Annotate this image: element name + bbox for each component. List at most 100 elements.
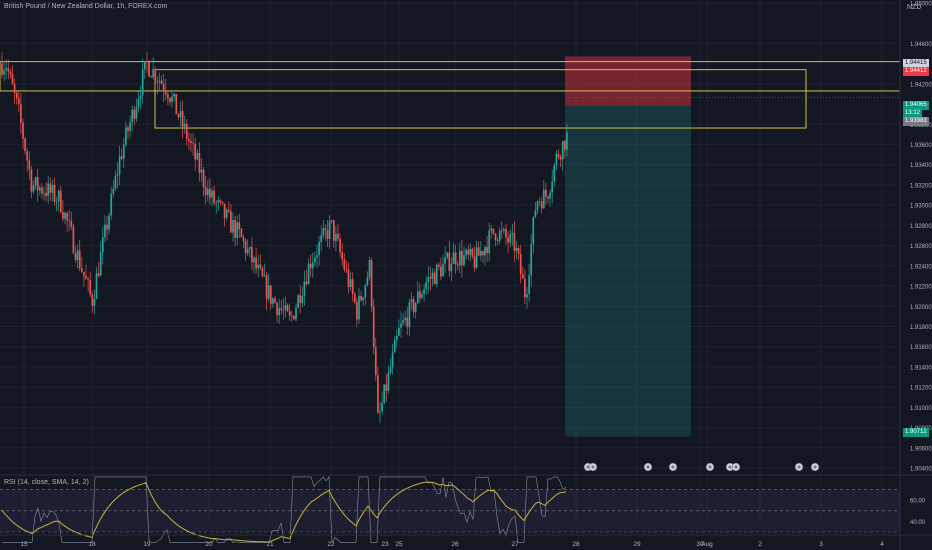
candle-body — [320, 235, 323, 243]
candle — [322, 219, 325, 239]
candle — [563, 139, 566, 159]
rsi-indicator-label[interactable]: RSI (14, close, SMA, 14, 2) — [4, 479, 89, 486]
candle-body — [5, 68, 8, 71]
candle — [492, 228, 495, 236]
candle-body — [299, 295, 302, 304]
candle-body — [45, 193, 47, 197]
candle — [148, 60, 150, 78]
candle — [158, 72, 161, 92]
candle-body — [7, 68, 10, 72]
candle-body — [347, 269, 350, 288]
candle — [488, 222, 491, 262]
candle — [36, 169, 39, 202]
candle-body — [469, 248, 472, 255]
candle — [416, 281, 419, 304]
candle — [509, 229, 512, 247]
candle-body — [183, 123, 186, 127]
candle-body — [385, 384, 388, 391]
candle — [257, 254, 260, 278]
candle — [156, 76, 159, 95]
candle-body — [34, 177, 37, 186]
y-tick-label: 1.91600 — [910, 345, 932, 351]
candle — [408, 298, 411, 337]
candle — [127, 125, 129, 140]
candle-body — [526, 293, 528, 298]
candle — [162, 74, 165, 102]
candle — [185, 118, 188, 146]
candle — [295, 303, 297, 322]
candle-body — [57, 190, 60, 202]
candle-body — [232, 219, 234, 233]
candle-body — [503, 229, 505, 231]
chart-title: British Pound / New Zealand Dollar, 1h, … — [4, 3, 168, 10]
candle-body — [251, 246, 253, 263]
candle — [471, 247, 474, 259]
candle — [83, 271, 85, 287]
candle — [398, 319, 400, 337]
candle-body — [150, 76, 152, 78]
candle — [494, 232, 497, 247]
candle — [34, 176, 37, 190]
candle-body — [335, 233, 337, 241]
event-flag-dot — [708, 465, 712, 469]
candle — [129, 115, 131, 138]
candle-body — [410, 299, 413, 303]
candle — [402, 313, 404, 326]
candle — [221, 201, 224, 206]
candle — [236, 215, 239, 246]
candle-body — [139, 95, 142, 100]
event-flag-icon — [705, 462, 715, 472]
candle — [150, 75, 152, 78]
candle — [335, 226, 337, 252]
candle-body — [164, 90, 167, 95]
candle-body — [551, 181, 554, 193]
candle — [383, 384, 386, 405]
candle — [28, 151, 31, 180]
candle — [274, 295, 276, 304]
candle — [55, 196, 58, 212]
candle — [341, 243, 344, 266]
candle-body — [559, 156, 562, 160]
candle-body — [47, 183, 50, 197]
candle-body — [118, 156, 121, 175]
candle-body — [515, 248, 518, 251]
candle — [160, 75, 163, 85]
candle-body — [362, 297, 365, 301]
candle — [169, 96, 171, 106]
candle-body — [200, 169, 203, 173]
candle — [251, 237, 253, 271]
candle-body — [377, 375, 379, 413]
candle — [284, 296, 287, 318]
x-tick-label: 18 — [88, 541, 96, 548]
candle — [47, 175, 50, 204]
candle-body — [272, 298, 274, 304]
candle — [328, 215, 331, 249]
candle-body — [311, 262, 314, 268]
candle — [379, 402, 381, 424]
candle-body — [129, 122, 131, 132]
rsi-tick-label: 40.00 — [910, 520, 926, 526]
x-tick-label: 2 — [758, 541, 762, 548]
candle-body — [521, 274, 524, 279]
price-tag-upper: 1.94415 — [903, 59, 929, 68]
y-tick-label: 1.92400 — [910, 264, 932, 270]
candle — [24, 136, 26, 155]
candle — [305, 269, 308, 287]
candle-body — [509, 234, 512, 243]
candle — [72, 223, 75, 255]
candle — [557, 149, 560, 160]
candle — [435, 263, 438, 287]
candle — [215, 199, 218, 215]
candle — [261, 265, 264, 278]
candle-body — [177, 114, 180, 118]
y-tick-label: 1.92600 — [910, 244, 932, 250]
candle — [97, 262, 100, 278]
candle-body — [370, 260, 373, 307]
candle-body — [257, 264, 260, 269]
candle-body — [303, 281, 306, 296]
candle-body — [557, 153, 560, 157]
candle — [477, 241, 480, 256]
x-tick-label: 26 — [451, 541, 459, 548]
candle-body — [246, 248, 249, 254]
